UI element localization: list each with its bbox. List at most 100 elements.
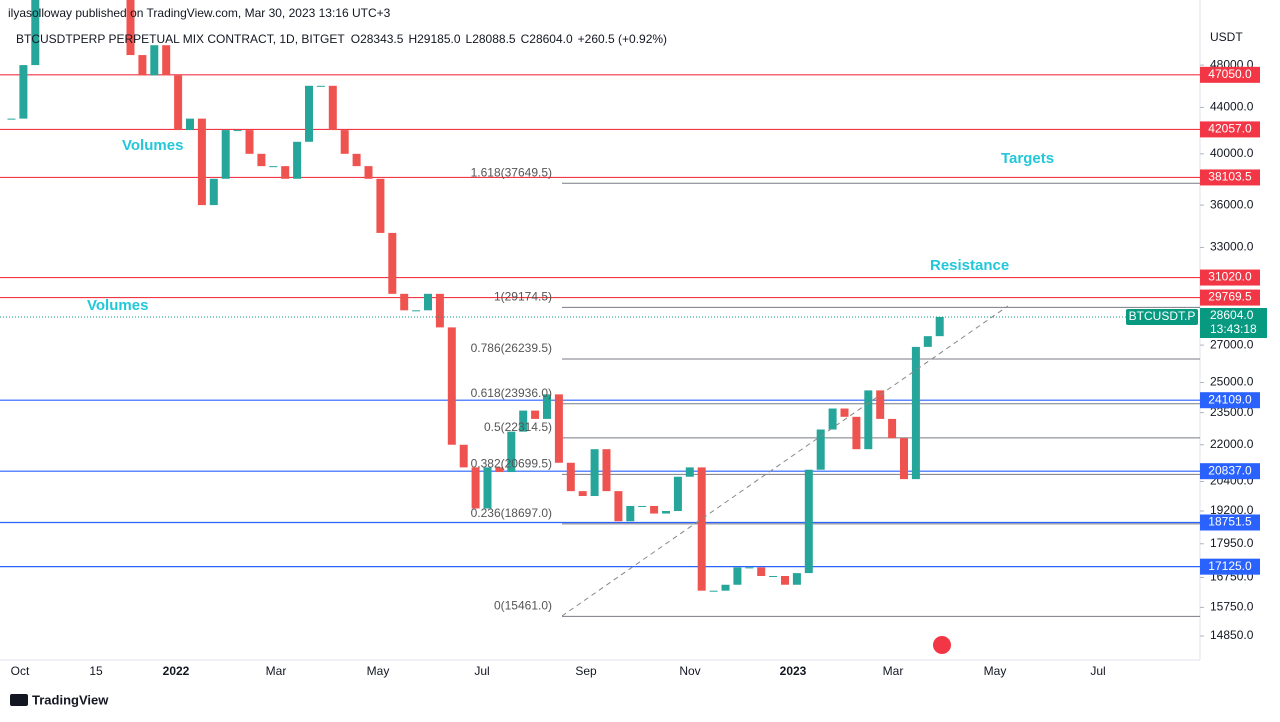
plot-area [0, 0, 1200, 617]
candle [257, 153, 266, 167]
y-tick-label: 14850.0 [1210, 628, 1254, 642]
candle [543, 394, 551, 419]
level-label: 24109.0 [1208, 392, 1252, 406]
x-tick-label: Oct [11, 664, 30, 678]
x-tick-label: Jul [474, 664, 489, 678]
y-tick-label: 36000.0 [1210, 197, 1254, 211]
candle [400, 293, 409, 311]
y-tick-label: 44000.0 [1210, 100, 1254, 114]
candle [792, 573, 801, 585]
x-tick-label: 2022 [163, 664, 190, 678]
currency: USDT [1210, 30, 1243, 44]
candle [757, 567, 766, 576]
level-label: 38103.5 [1208, 170, 1252, 184]
candle [578, 491, 587, 497]
level-label: 47050.0 [1208, 67, 1252, 81]
candle [162, 45, 171, 76]
header-text: L [466, 32, 473, 46]
candle [174, 75, 183, 131]
fib-label: 0.786(26239.5) [471, 341, 552, 355]
y-tick-label: 27000.0 [1210, 337, 1254, 351]
candle [459, 444, 468, 468]
level-box [1200, 269, 1260, 286]
annotation: Targets [1001, 150, 1054, 167]
level-label: 20837.0 [1208, 463, 1252, 477]
candle [388, 232, 397, 294]
candle [745, 567, 754, 569]
candle [305, 85, 313, 142]
level-box [1200, 169, 1260, 186]
header-text: BTCUSDTPERP PERPETUAL MIX CONTRACT, 1D, … [16, 32, 345, 46]
fib-label: 1.618(37649.5) [471, 165, 552, 179]
candle [733, 567, 742, 585]
candle [816, 429, 825, 470]
candle [876, 390, 885, 419]
fib-label: 0(15461.0) [494, 599, 552, 613]
y-tick-label: 15750.0 [1210, 600, 1254, 614]
annotation: Resistance [930, 257, 1009, 274]
level-box [1200, 463, 1260, 480]
fib-label: 0.5(22314.5) [484, 420, 552, 434]
candle [495, 467, 504, 473]
y-tick-label: 33000.0 [1210, 240, 1254, 254]
x-tick-label: 2023 [780, 664, 807, 678]
candle [19, 65, 28, 119]
candle [352, 153, 361, 167]
event-icon[interactable] [933, 636, 951, 654]
candle [721, 584, 730, 591]
fib-label: 0.618(23936.0) [471, 386, 552, 400]
published: ilyasolloway published on TradingView.co… [8, 6, 391, 20]
level-label: 29769.5 [1208, 290, 1252, 304]
candle [554, 394, 563, 463]
symbol-label: BTCUSDT.P [1129, 309, 1196, 323]
candle [186, 118, 194, 131]
level-box [1200, 558, 1260, 575]
candle [447, 327, 456, 445]
x-tick-label: 15 [89, 664, 103, 678]
level-box [1200, 514, 1260, 531]
annotation: Volumes [122, 137, 183, 154]
annotation: Volumes [87, 297, 148, 314]
candle [364, 166, 373, 179]
candle [316, 85, 325, 87]
candle [7, 118, 16, 120]
x-tick-label: Mar [266, 664, 287, 678]
x-tick-label: Jul [1090, 664, 1105, 678]
candle [31, 0, 40, 66]
candle [709, 590, 718, 592]
level-label: 42057.0 [1208, 122, 1252, 136]
candle [852, 416, 861, 450]
logo [10, 694, 28, 706]
candle [566, 462, 575, 492]
candle [471, 467, 480, 509]
header-text: +260.5 (+0.92%) [578, 32, 667, 46]
candle [828, 408, 837, 430]
fib-label: 0.382(20699.5) [471, 457, 552, 471]
level-box [1200, 121, 1260, 138]
candle [697, 467, 706, 591]
countdown: 13:43:18 [1210, 322, 1257, 336]
candle [840, 408, 849, 417]
candle [911, 346, 920, 480]
candle [281, 166, 290, 179]
candle [626, 505, 635, 522]
level-box [1200, 66, 1260, 83]
candle [507, 431, 516, 473]
header-text: H [408, 32, 417, 46]
candle [197, 118, 206, 206]
candle [209, 178, 218, 206]
header-text: 28343.5 [360, 32, 404, 46]
y-tick-label: 40000.0 [1210, 146, 1254, 160]
candle [328, 85, 337, 131]
header-text: C [521, 32, 530, 46]
y-tick-label: 23500.0 [1210, 405, 1254, 419]
candle [935, 317, 944, 337]
candle [769, 575, 778, 577]
candle [685, 467, 694, 477]
x-tick-label: Mar [883, 664, 904, 678]
candle [900, 438, 908, 480]
x-tick-label: Nov [679, 664, 700, 678]
candle [150, 45, 159, 76]
candle [590, 449, 599, 497]
